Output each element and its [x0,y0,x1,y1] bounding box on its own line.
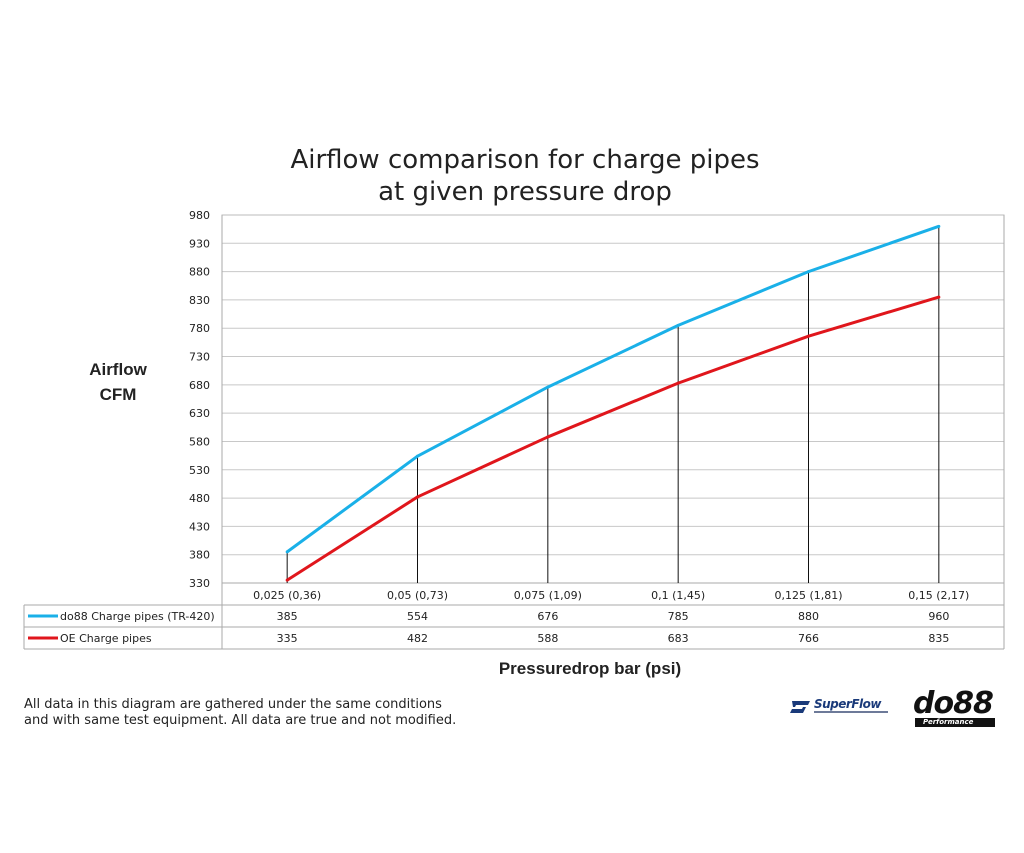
y-tick-label: 480 [189,492,210,505]
data-point [807,270,810,274]
data-point [807,334,810,338]
y-tick-label: 630 [189,407,210,420]
data-table-value: 676 [537,610,558,623]
footnote-line-1: All data in this diagram are gathered un… [24,697,442,712]
data-table-value: 766 [798,632,819,645]
superflow-logo-text: SuperFlow [814,697,881,711]
data-point [937,295,941,299]
legend-series-name: OE Charge pipes [60,632,152,645]
y-tick-label: 530 [189,464,210,477]
y-tick-label: 830 [189,294,210,307]
x-axis-label: Pressuredrop bar (psi) [498,659,682,678]
data-table-value: 588 [537,632,558,645]
y-tick-label: 930 [189,237,210,250]
data-table-value: 960 [928,610,949,623]
x-category-label: 0,05 (0,73) [387,589,448,602]
x-category-label: 0,025 (0,36) [253,589,321,602]
data-point [285,550,289,554]
data-table-value: 554 [407,610,428,623]
data-point [416,495,419,499]
y-tick-label: 680 [189,379,210,392]
x-category-label: 0,075 (1,09) [514,589,582,602]
data-table-value: 482 [407,632,428,645]
data-point [546,385,550,389]
do88-logo-text: do88 [913,686,994,721]
legend-series-name: do88 Charge pipes (TR-420) [60,610,215,623]
do88-logo-subtext: Performance [923,718,974,726]
data-table-value: 835 [928,632,949,645]
chart-title-line-2: at given pressure drop [378,177,672,207]
do88-logo: do88 Performance [907,686,1001,728]
data-table-value: 335 [277,632,298,645]
series-line-oe [286,295,940,582]
footnote-line-2: and with same test equipment. All data a… [24,713,457,728]
x-category-label: 0,1 (1,45) [651,589,705,602]
data-point [676,323,680,327]
data-table-value: 785 [668,610,689,623]
superflow-logo: SuperFlow [790,695,890,719]
y-tick-label: 980 [189,209,210,222]
data-table-value: 880 [798,610,819,623]
y-tick-label: 380 [189,549,210,562]
superflow-logo-underline [814,711,888,713]
plot-area-border [221,214,1005,584]
series-line-do88 [286,224,940,554]
data-table-value: 683 [668,632,689,645]
y-axis-label-line-1: Airflow [89,360,147,379]
data-point [546,435,550,439]
superflow-mark-icon [790,701,810,713]
y-tick-label: 330 [189,577,210,590]
data-point [416,454,419,458]
y-tick-label: 430 [189,520,210,533]
y-tick-label: 580 [189,435,210,448]
y-tick-label: 780 [189,322,210,335]
do88-logo-bar [915,718,995,727]
x-category-label: 0,125 (1,81) [774,589,842,602]
x-category-label: 0,15 (2,17) [908,589,969,602]
y-tick-label: 880 [189,266,210,279]
y-tick-label: 730 [189,351,210,364]
data-point [285,578,289,582]
data-point [676,381,680,385]
data-point [937,224,941,228]
y-axis-label-line-2: CFM [99,385,137,404]
chart-title-line-1: Airflow comparison for charge pipes [290,145,760,175]
data-table-value: 385 [277,610,298,623]
